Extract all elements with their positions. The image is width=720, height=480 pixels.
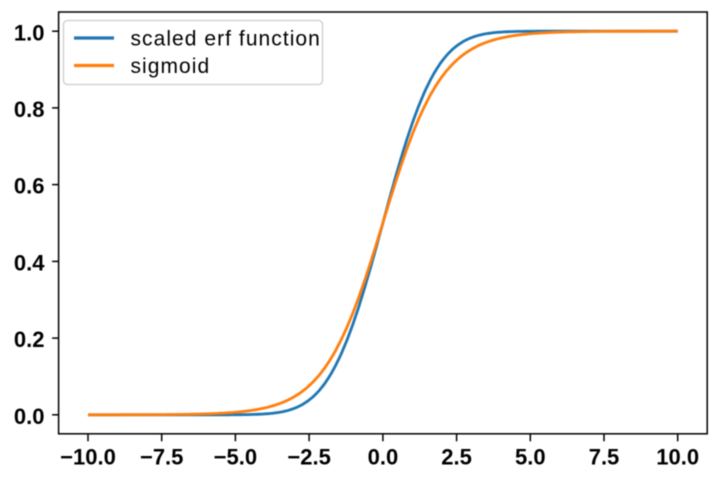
svg-text:0.0: 0.0 [14, 404, 45, 429]
svg-text:−2.5: −2.5 [287, 444, 330, 469]
svg-text:10.0: 10.0 [656, 444, 699, 469]
svg-text:scaled erf function: scaled erf function [131, 28, 321, 51]
svg-text:−7.5: −7.5 [140, 444, 183, 469]
svg-text:7.5: 7.5 [589, 444, 620, 469]
svg-text:0.0: 0.0 [368, 444, 399, 469]
svg-text:0.2: 0.2 [14, 327, 45, 352]
svg-text:0.6: 0.6 [14, 174, 45, 199]
svg-text:2.5: 2.5 [441, 444, 472, 469]
svg-text:−10.0: −10.0 [60, 444, 116, 469]
svg-text:1.0: 1.0 [14, 20, 45, 45]
svg-text:sigmoid: sigmoid [131, 55, 211, 78]
svg-text:−5.0: −5.0 [214, 444, 257, 469]
svg-text:5.0: 5.0 [515, 444, 546, 469]
svg-text:0.8: 0.8 [14, 97, 45, 122]
svg-text:0.4: 0.4 [14, 251, 45, 276]
